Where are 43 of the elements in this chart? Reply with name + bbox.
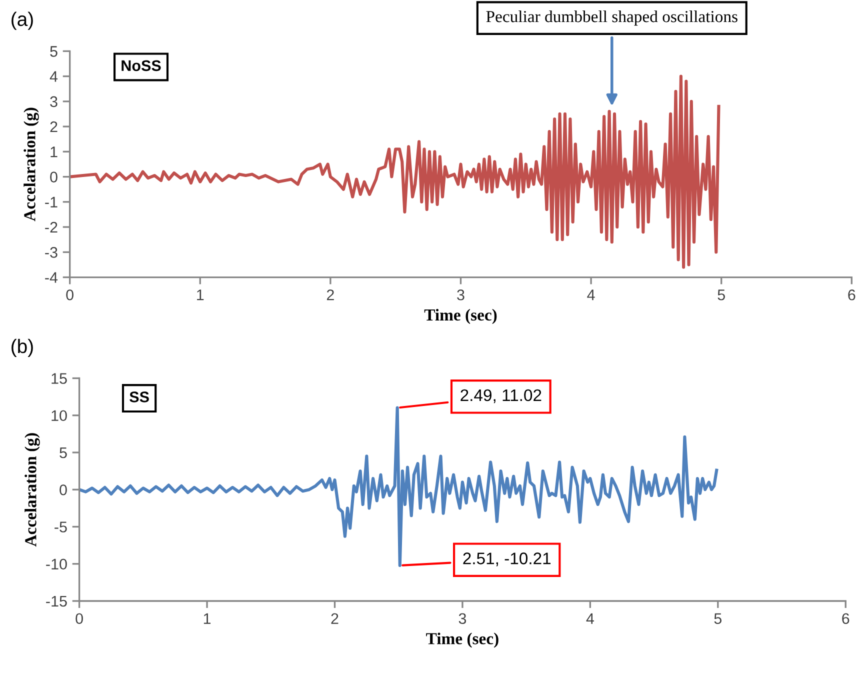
y-tick-label: 4 [50,71,58,82]
y-tick-label: 5 [60,448,67,458]
x-tick-label: 1 [204,613,211,624]
x-tick-label: 5 [718,290,725,300]
y-axis-title: Accelaration (g) [24,433,40,547]
x-tick-label: 1 [197,290,204,300]
x-tick-label: 4 [587,290,595,300]
x-tick-label: 2 [326,289,334,300]
y-tick-label: 3 [50,96,58,108]
x-tick-label: 6 [848,289,856,300]
x-tick-label: 0 [76,613,83,624]
x-tick-label: 3 [458,613,466,624]
x-tick-label: 3 [457,289,464,300]
y-tick-label: -5 [54,522,67,532]
text: (a) [12,12,33,30]
annotation: Peculiar dumbbell shaped oscillations [486,10,738,26]
y-tick-label: 15 [52,373,67,384]
y-tick-label: -2 [45,222,58,233]
line-series [70,74,720,269]
y-tick-label: -10 [46,558,67,570]
annotation: 2.51, -10.21 [463,552,551,566]
y-axis-title: Accelaration (g) [24,108,39,222]
x-axis-title: Time (sec) [424,308,497,324]
x-tick-label: 2 [331,613,338,624]
annotation: 2.49, 11.02 [460,389,542,404]
y-tick-label: 10 [52,410,67,422]
y-tick-label: 2 [50,121,58,132]
x-axis-title: Time (sec) [426,632,498,648]
y-tick-label: 1 [50,146,58,158]
annotation: SS [130,392,149,402]
y-tick-label: 0 [60,484,67,496]
x-tick-label: 4 [586,613,594,624]
x-tick-label: 5 [714,613,722,624]
y-tick-label: -1 [45,196,58,208]
y-tick-label: -4 [45,272,58,283]
y-tick-label: -3 [45,247,58,258]
annotation: NoSS [122,60,161,72]
line-series [79,406,718,567]
y-tick-label: 5 [50,46,58,57]
x-tick-label: 6 [842,613,850,624]
text: (b) [12,338,33,357]
y-tick-label: -15 [46,596,67,607]
y-tick-label: 0 [50,172,58,182]
